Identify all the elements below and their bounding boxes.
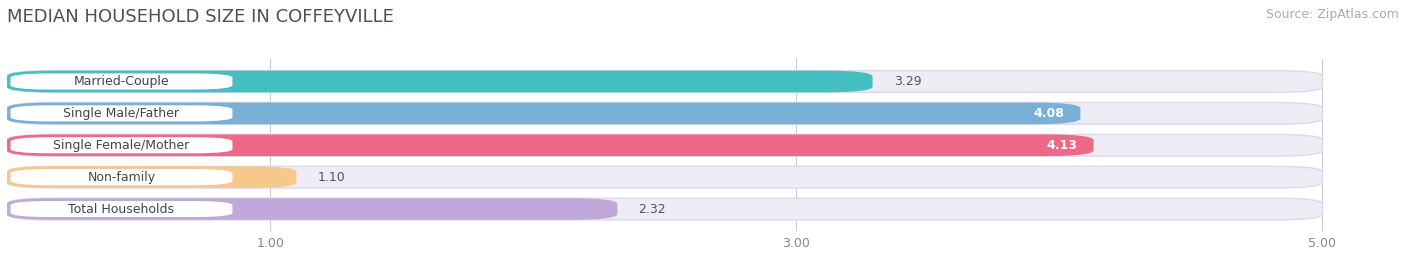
FancyBboxPatch shape [7, 198, 1323, 220]
Text: 3.29: 3.29 [894, 75, 921, 88]
FancyBboxPatch shape [7, 166, 297, 188]
FancyBboxPatch shape [7, 134, 1094, 156]
FancyBboxPatch shape [7, 102, 1080, 124]
Text: Source: ZipAtlas.com: Source: ZipAtlas.com [1265, 8, 1399, 21]
Text: MEDIAN HOUSEHOLD SIZE IN COFFEYVILLE: MEDIAN HOUSEHOLD SIZE IN COFFEYVILLE [7, 8, 394, 26]
FancyBboxPatch shape [7, 166, 1323, 188]
FancyBboxPatch shape [10, 168, 233, 186]
Text: 4.13: 4.13 [1047, 139, 1078, 152]
FancyBboxPatch shape [10, 136, 233, 154]
FancyBboxPatch shape [7, 71, 873, 92]
Text: Single Male/Father: Single Male/Father [63, 107, 180, 120]
FancyBboxPatch shape [7, 102, 1323, 124]
Text: 1.10: 1.10 [318, 171, 346, 184]
Text: Married-Couple: Married-Couple [73, 75, 169, 88]
Text: 2.32: 2.32 [638, 203, 666, 215]
FancyBboxPatch shape [7, 71, 1323, 92]
Text: Non-family: Non-family [87, 171, 156, 184]
Text: Single Female/Mother: Single Female/Mother [53, 139, 190, 152]
FancyBboxPatch shape [7, 198, 617, 220]
FancyBboxPatch shape [10, 73, 233, 90]
Text: Total Households: Total Households [69, 203, 174, 215]
Text: 4.08: 4.08 [1033, 107, 1064, 120]
FancyBboxPatch shape [10, 104, 233, 122]
FancyBboxPatch shape [7, 134, 1323, 156]
FancyBboxPatch shape [10, 200, 233, 218]
